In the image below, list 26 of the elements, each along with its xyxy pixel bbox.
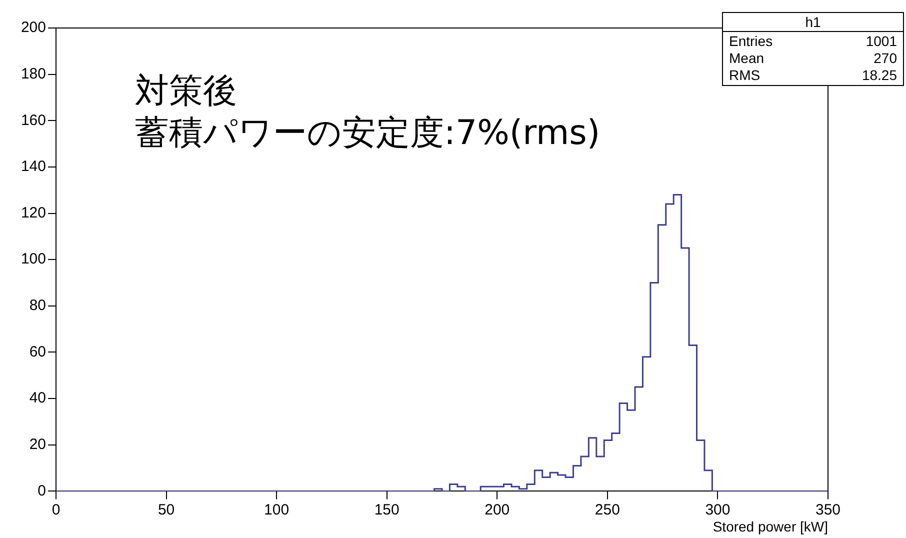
x-tick-label: 100 bbox=[264, 501, 290, 518]
y-tick-label: 160 bbox=[20, 112, 46, 129]
y-tick-label: 60 bbox=[29, 343, 46, 360]
x-tick-label: 250 bbox=[594, 501, 620, 518]
x-tick-label: 150 bbox=[374, 501, 400, 518]
annotation: 蓄積パワーの安定度:7%(rms) bbox=[135, 112, 600, 154]
y-tick-label: 100 bbox=[20, 250, 46, 268]
x-tick-label: 50 bbox=[158, 501, 175, 518]
y-tick-label: 0 bbox=[38, 482, 46, 500]
annotation: h1 bbox=[723, 13, 903, 32]
text: Mean 270 bbox=[729, 50, 897, 66]
x-axis-title: Stored power [kW] bbox=[712, 518, 828, 534]
y-tick-label: 120 bbox=[20, 204, 46, 222]
x-tick-label: 350 bbox=[815, 501, 841, 518]
y-tick-label: 20 bbox=[29, 436, 46, 454]
y-tick-label: 200 bbox=[20, 19, 46, 36]
y-tick-label: 80 bbox=[29, 297, 46, 314]
text: Entries 1001 bbox=[729, 33, 897, 49]
x-tick-label: 300 bbox=[705, 501, 730, 518]
x-tick-label: 200 bbox=[484, 501, 510, 518]
text: RMS 18.25 bbox=[729, 67, 897, 83]
y-tick-label: 40 bbox=[29, 390, 46, 407]
x-tick-label: 0 bbox=[52, 501, 60, 518]
y-tick-label: 140 bbox=[20, 158, 46, 176]
y-tick-label: 180 bbox=[20, 65, 46, 82]
annotation: 対策後 bbox=[135, 70, 238, 112]
